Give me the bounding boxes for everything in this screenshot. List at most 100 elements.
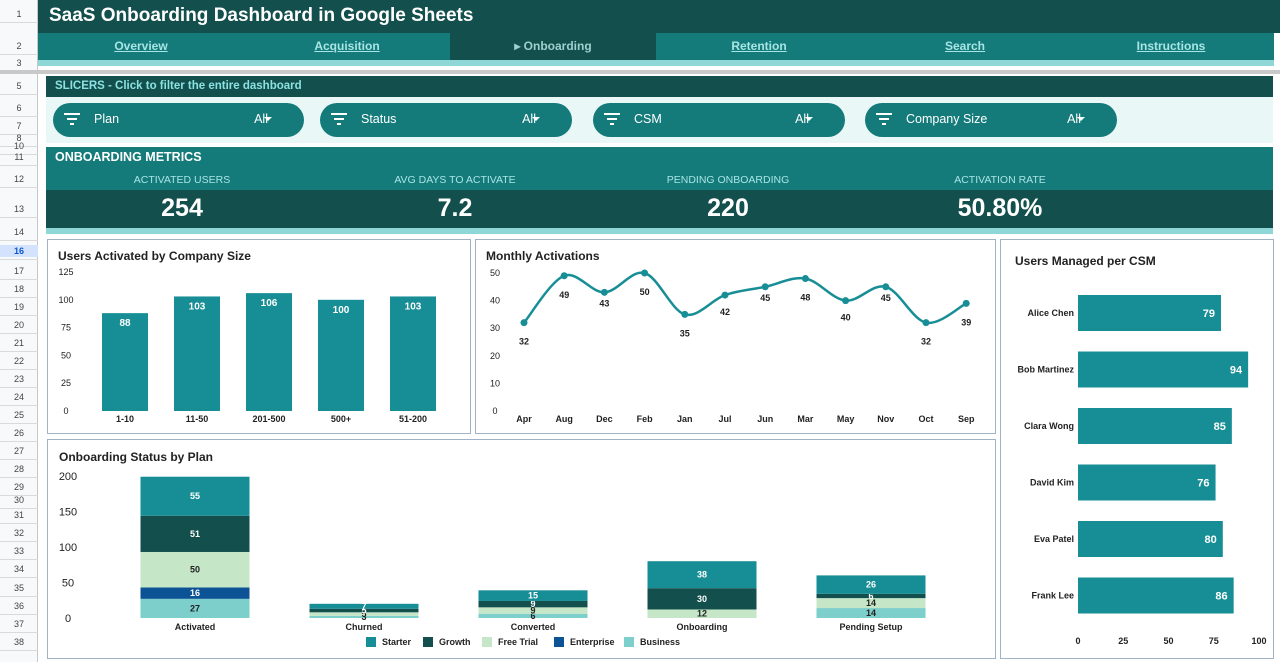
row-header-column[interactable]: 1 2 3 5 6 7 8 10 11 12 13 14 16 17 18 19 20 21 22 23 24 25 26 2…	[0, 0, 38, 662]
filter-icon	[604, 113, 620, 126]
bar	[1078, 351, 1249, 388]
row-divider	[0, 387, 38, 388]
chevron-down-icon	[805, 117, 813, 121]
row-number[interactable]: 25	[13, 410, 24, 420]
data-label: 3	[361, 612, 366, 622]
chart-monthly-activations[interactable]: Monthly Activations 50 40 30 20 10 0 32 Apr 49 Au…	[475, 239, 996, 434]
slicer-label: CSM	[634, 112, 662, 126]
nav-acquisition[interactable]: Acquisition	[314, 39, 380, 53]
chart-status-by-plan-svg: 2001501005002716505155Activated3557Churn…	[59, 471, 926, 647]
row-number[interactable]: 19	[13, 302, 24, 312]
row-number[interactable]: 36	[13, 601, 24, 611]
y-category-label: David Kim	[1030, 478, 1074, 488]
slicer-csm[interactable]: CSM All	[593, 103, 845, 137]
row-number[interactable]: 13	[13, 204, 24, 214]
bar	[1078, 521, 1223, 557]
bar	[1078, 408, 1232, 444]
chart-status-by-plan[interactable]: Onboarding Status by Plan 200 150 100 50 0 27…	[47, 439, 996, 659]
freeze-divider[interactable]	[0, 70, 1280, 74]
bar-segment	[816, 608, 926, 618]
bar-segment	[140, 587, 250, 599]
slicer-status[interactable]: Status All	[320, 103, 572, 137]
row-number[interactable]: 31	[13, 510, 24, 520]
row-divider	[0, 333, 38, 334]
row-number[interactable]: 33	[13, 546, 24, 556]
nav-retention[interactable]: Retention	[731, 39, 787, 53]
row-number[interactable]: 26	[13, 428, 24, 438]
row-number[interactable]: 5	[16, 81, 22, 91]
row-divider	[0, 614, 38, 615]
slicer-plan[interactable]: Plan All	[53, 103, 304, 137]
bar-segment	[140, 598, 250, 618]
x-tick-label: 500+	[331, 414, 351, 424]
row-number[interactable]: 35	[13, 583, 24, 593]
row-divider	[0, 423, 38, 424]
row-number[interactable]: 14	[13, 227, 24, 237]
series-line	[523, 271, 967, 325]
slicer-value: All	[522, 112, 536, 126]
data-label: 9	[530, 606, 535, 616]
row-number[interactable]: 20	[13, 320, 24, 330]
chevron-down-icon	[264, 117, 272, 121]
legend-label: Free Trial	[498, 637, 538, 647]
nav-search[interactable]: Search	[944, 39, 986, 53]
row-number[interactable]: 27	[13, 446, 24, 456]
bar-segment	[478, 590, 588, 601]
nav-onboarding[interactable]: ▸ Onboarding	[450, 33, 656, 60]
data-label: 76	[1197, 478, 1209, 490]
y-tick-label: 40	[490, 296, 500, 306]
row-number[interactable]: 17	[13, 266, 24, 276]
row-number[interactable]: 34	[13, 564, 24, 574]
row-number[interactable]: 23	[13, 374, 24, 384]
legend-swatch	[423, 637, 433, 647]
row-number[interactable]: 22	[13, 356, 24, 366]
row-divider	[0, 351, 38, 352]
data-label: 16	[190, 588, 200, 598]
row-number[interactable]: 28	[13, 464, 24, 474]
row-number[interactable]: 18	[13, 284, 24, 294]
nav-overview[interactable]: Overview	[114, 39, 168, 53]
row-number[interactable]: 32	[13, 528, 24, 538]
row-number[interactable]: 6	[16, 103, 22, 113]
legend-label: Starter	[382, 637, 412, 647]
data-label: 86	[1215, 591, 1227, 603]
x-tick-label: 0	[1075, 636, 1080, 646]
row-number[interactable]: 38	[13, 637, 24, 647]
row-number[interactable]: 11	[14, 152, 24, 162]
row-number[interactable]: 12	[13, 174, 24, 184]
row-number[interactable]: 1	[16, 9, 22, 19]
chart-title: Users Activated by Company Size	[58, 249, 251, 263]
nav-instructions[interactable]: Instructions	[1136, 39, 1206, 53]
chart-users-per-csm[interactable]: Users Managed per CSM 79 Alice Chen 94 Bob …	[1000, 239, 1274, 659]
bar	[1078, 577, 1234, 614]
row-number[interactable]: 10	[13, 141, 24, 151]
row-number[interactable]: 2	[16, 41, 22, 51]
row-number[interactable]: 30	[13, 495, 24, 505]
chart-company-size[interactable]: Users Activated by Company Size 125 100 75…	[47, 239, 471, 434]
row-number[interactable]: 3	[16, 58, 22, 68]
data-label: 43	[599, 298, 609, 308]
row-number[interactable]: 37	[13, 619, 24, 629]
row-divider	[0, 134, 38, 135]
row-number[interactable]: 21	[13, 338, 24, 348]
data-point	[962, 299, 970, 307]
row-number[interactable]: 7	[16, 121, 22, 131]
slicer-label: Plan	[94, 112, 120, 126]
metric-label-pending: PENDING ONBOARDING	[666, 174, 790, 186]
row-number[interactable]: 16	[0, 245, 38, 257]
y-tick-label: 50	[61, 350, 71, 360]
data-label: 30	[697, 594, 707, 604]
data-label: 26	[866, 580, 876, 590]
slicer-company-size[interactable]: Company Size All	[865, 103, 1117, 137]
y-tick-label: 100	[59, 542, 77, 554]
slicer-value: All	[795, 112, 809, 126]
row-number[interactable]: 24	[13, 392, 24, 402]
y-category-label: Alice Chen	[1027, 308, 1074, 318]
bar-segment	[647, 588, 757, 610]
x-tick-label: Converted	[511, 622, 556, 632]
row-number[interactable]: 8	[16, 133, 22, 143]
y-category-label: Frank Lee	[1031, 591, 1074, 601]
x-tick-label: Pending Setup	[840, 622, 904, 632]
data-label: 103	[189, 301, 206, 312]
row-number[interactable]: 29	[13, 482, 24, 492]
